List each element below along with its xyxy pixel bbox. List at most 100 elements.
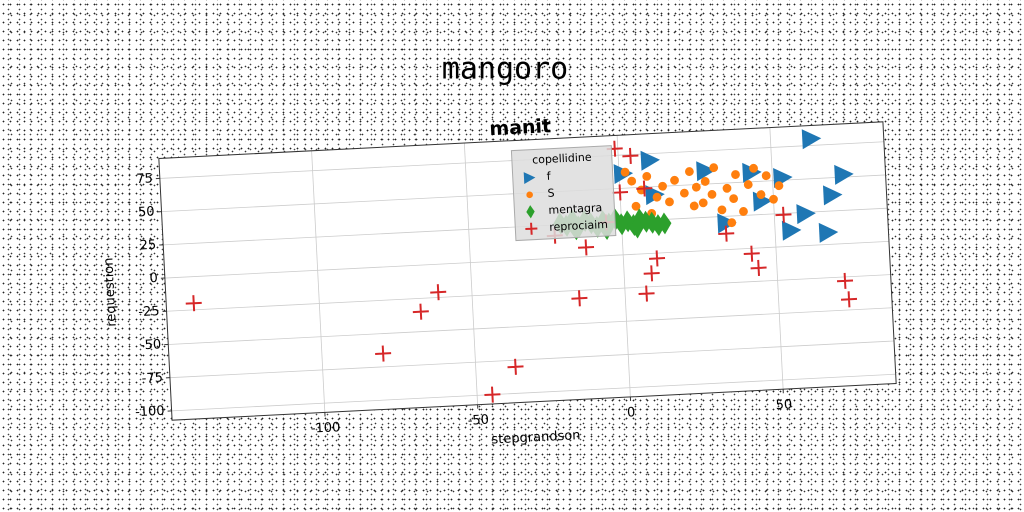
x-tick-label: 50 bbox=[775, 397, 792, 413]
legend-title: copellidine bbox=[532, 151, 592, 167]
marker-circle bbox=[722, 183, 732, 193]
marker-circle bbox=[689, 201, 699, 211]
marker-plus bbox=[484, 386, 501, 403]
y-tick-label: 0 bbox=[149, 271, 158, 286]
marker-plus bbox=[836, 272, 854, 289]
marker-plus bbox=[611, 184, 629, 201]
marker-circle bbox=[739, 207, 748, 216]
marker-circle bbox=[727, 218, 737, 228]
marker-circle bbox=[743, 180, 753, 189]
marker-circle bbox=[691, 182, 701, 192]
legend-label: S bbox=[547, 187, 555, 200]
marker-circle bbox=[749, 163, 758, 173]
grid-line bbox=[311, 150, 326, 413]
grid-line bbox=[164, 240, 889, 279]
chart-title: manit bbox=[489, 115, 552, 140]
marker-circle bbox=[684, 167, 694, 176]
marker-circle bbox=[642, 172, 652, 181]
marker-plus bbox=[430, 284, 447, 301]
legend-label: reprociaim bbox=[549, 218, 608, 234]
marker-circle bbox=[652, 192, 662, 202]
marker-plus bbox=[507, 358, 524, 375]
marker-plus bbox=[412, 303, 429, 320]
y-tick-label: -75 bbox=[141, 371, 163, 387]
marker-circle bbox=[665, 197, 674, 207]
marker-circle bbox=[698, 198, 708, 208]
marker-plus bbox=[643, 265, 660, 282]
marker-triangle bbox=[834, 164, 854, 185]
y-tick-label: 25 bbox=[139, 238, 156, 254]
y-tick-label: -50 bbox=[140, 337, 162, 353]
marker-circle bbox=[709, 163, 719, 173]
marker-circle bbox=[769, 194, 778, 204]
x-axis-label: stepgrandson bbox=[491, 428, 581, 447]
grid-line bbox=[463, 143, 479, 405]
marker-triangle bbox=[801, 129, 822, 150]
marker-circle bbox=[679, 188, 689, 198]
marker-triangle bbox=[523, 172, 536, 185]
x-tick-label: -100 bbox=[311, 420, 341, 436]
grid-line bbox=[168, 307, 893, 345]
marker-triangle bbox=[818, 222, 839, 243]
marker-circle bbox=[756, 190, 766, 199]
marker-circle bbox=[700, 177, 710, 186]
legend-label: f bbox=[546, 170, 552, 183]
marker-plus bbox=[577, 239, 595, 256]
x-tick-label: -50 bbox=[467, 413, 489, 429]
marker-triangle bbox=[796, 204, 816, 225]
marker-triangle bbox=[781, 220, 802, 241]
marker-plus bbox=[622, 147, 639, 164]
marker-plus bbox=[840, 291, 858, 308]
marker-circle bbox=[658, 181, 667, 191]
marker-circle bbox=[620, 167, 630, 177]
legend-box bbox=[510, 145, 617, 242]
marker-plus bbox=[649, 250, 666, 267]
marker-plus bbox=[775, 206, 792, 223]
y-tick-label: 50 bbox=[138, 205, 155, 221]
marker-diamond bbox=[614, 213, 629, 236]
marker-plus bbox=[185, 295, 202, 312]
marker-triangle bbox=[696, 161, 716, 182]
marker-diamond bbox=[526, 205, 535, 219]
marker-circle bbox=[627, 176, 637, 186]
marker-circle bbox=[526, 191, 533, 199]
marker-triangle bbox=[717, 213, 737, 234]
grid-line bbox=[769, 127, 784, 390]
plot: -100 -75 -50 -25 0 25 50 75 -100 -50 0 50 manit stepg… bbox=[101, 115, 897, 448]
marker-plus bbox=[571, 290, 588, 307]
marker-triangle bbox=[640, 150, 660, 171]
marker-triangle bbox=[822, 185, 843, 206]
plot-frame bbox=[158, 121, 897, 421]
y-tick-label: -100 bbox=[135, 404, 165, 420]
marker-plus bbox=[525, 222, 538, 235]
x-tick-label: 0 bbox=[627, 405, 636, 420]
marker-diamond bbox=[630, 216, 645, 239]
marker-plus bbox=[636, 180, 653, 197]
grid-line bbox=[169, 340, 895, 379]
marker-plus bbox=[750, 259, 767, 276]
marker-diamond bbox=[657, 212, 672, 235]
y-axis-label: requestion bbox=[101, 257, 119, 327]
y-tick-label: -25 bbox=[138, 304, 160, 320]
marker-plus bbox=[375, 345, 392, 362]
marker-plus bbox=[638, 285, 655, 302]
grid-line bbox=[166, 274, 891, 312]
chart-suptitle: mangoro bbox=[442, 52, 568, 87]
marker-circle bbox=[707, 190, 717, 199]
marker-circle bbox=[761, 171, 771, 181]
legend-label: mentagra bbox=[548, 201, 602, 217]
marker-plus bbox=[743, 245, 760, 262]
marker-triangle bbox=[742, 162, 762, 183]
marker-plus bbox=[718, 225, 735, 242]
marker-circle bbox=[631, 201, 641, 211]
marker-circle bbox=[774, 181, 784, 191]
marker-circle bbox=[729, 194, 739, 204]
marker-circle bbox=[731, 170, 740, 179]
grid-line bbox=[171, 373, 896, 412]
y-tick-label: 75 bbox=[136, 171, 153, 187]
marker-circle bbox=[670, 175, 679, 185]
marker-circle bbox=[717, 205, 727, 215]
